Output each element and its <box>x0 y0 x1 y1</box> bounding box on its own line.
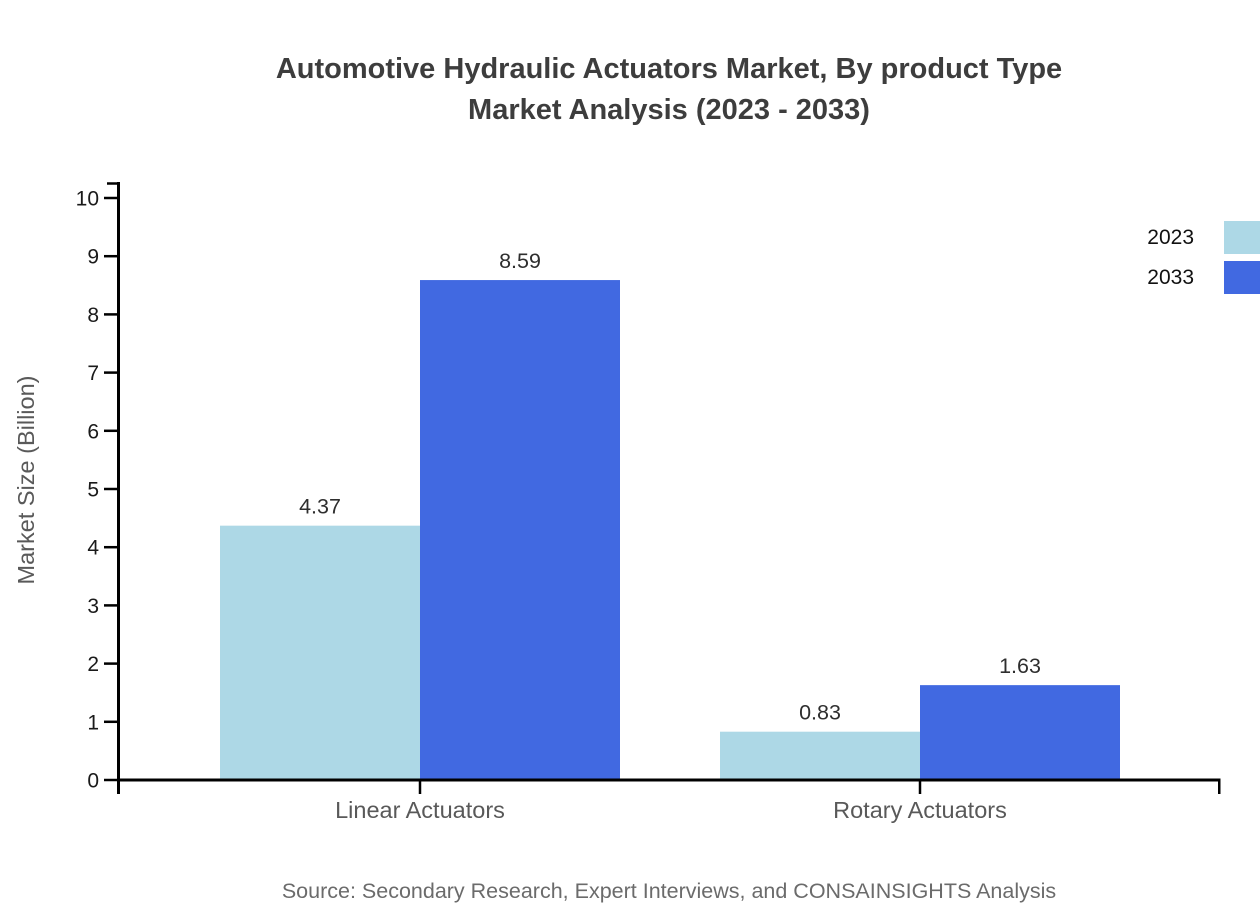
y-tick-label-2: 2 <box>87 653 99 676</box>
legend-swatch-2033 <box>1224 261 1260 294</box>
bar-value-label-2023-linear-actuators: 4.37 <box>299 495 341 519</box>
y-tick-label-0: 0 <box>87 770 99 793</box>
bar-value-label-2033-linear-actuators: 8.59 <box>499 249 541 273</box>
bar-2023-rotary-actuators <box>720 731 920 780</box>
y-tick-label-8: 8 <box>87 304 99 327</box>
legend-label-2023: 2023 <box>1147 225 1194 249</box>
y-tick-label-5: 5 <box>87 479 99 502</box>
y-tick-label-9: 9 <box>87 246 99 269</box>
source-note: Source: Secondary Research, Expert Inter… <box>281 879 1057 903</box>
chart-title-line-1: Automotive Hydraulic Actuators Market, B… <box>275 53 1063 85</box>
bar-2023-linear-actuators <box>220 525 420 780</box>
legend-item-2033: 2033 <box>1147 261 1260 294</box>
y-axis-title: Market Size (Billion) <box>13 376 39 585</box>
y-tick-label-6: 6 <box>87 420 99 443</box>
chart-title-line-2: Market Analysis (2023 - 2033) <box>468 94 870 126</box>
x-category-label-rotary-actuators: Rotary Actuators <box>833 797 1007 823</box>
bar-2033-linear-actuators <box>420 280 620 780</box>
y-tick-label-3: 3 <box>87 595 99 618</box>
y-tick-label-7: 7 <box>87 362 99 385</box>
bar-value-label-2023-rotary-actuators: 0.83 <box>799 701 841 725</box>
legend-label-2033: 2033 <box>1147 265 1194 289</box>
bar-value-label-2033-rotary-actuators: 1.63 <box>999 654 1041 678</box>
y-tick-label-4: 4 <box>87 537 99 560</box>
chart-title: Automotive Hydraulic Actuators Market, B… <box>98 49 1240 131</box>
y-tick-label-1: 1 <box>87 711 99 734</box>
chart-legend: 2023 2033 <box>1147 221 1260 294</box>
x-category-label-linear-actuators: Linear Actuators <box>335 797 505 823</box>
legend-swatch-2023 <box>1224 221 1260 254</box>
y-tick-label-10: 10 <box>76 188 99 211</box>
legend-item-2023: 2023 <box>1147 221 1260 254</box>
bar-2033-rotary-actuators <box>920 685 1120 780</box>
